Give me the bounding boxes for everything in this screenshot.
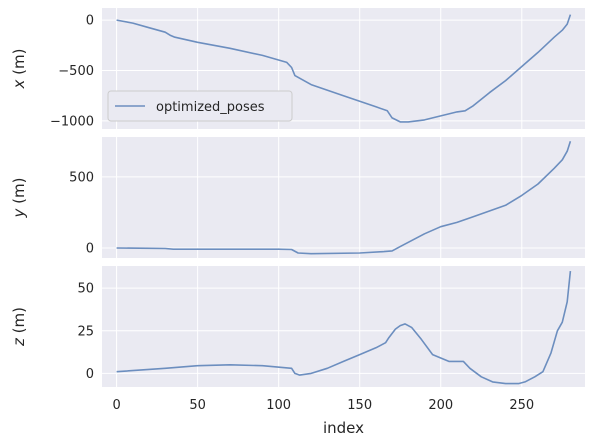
x-axis-label: index bbox=[323, 419, 364, 437]
y-tick-label: 0 bbox=[86, 242, 94, 257]
y-tick-label: 50 bbox=[77, 282, 94, 297]
series-line-y bbox=[116, 141, 572, 255]
x-tick-label: 250 bbox=[509, 398, 534, 413]
subplot-x: 0 −500 −1000 x (m) optimized_poses bbox=[10, 8, 585, 129]
y-axis-label: y (m) bbox=[10, 178, 28, 219]
x-tick-label: 200 bbox=[428, 398, 453, 413]
y-axis-label: z (m) bbox=[10, 307, 28, 347]
series-line-z bbox=[116, 271, 572, 385]
subplot-y: 0 500 y (m) bbox=[10, 137, 585, 258]
y-tick-label: 0 bbox=[86, 367, 94, 382]
y-axis-label: x (m) bbox=[10, 49, 28, 90]
y-tick-label: 25 bbox=[77, 324, 94, 339]
x-tick-label: 0 bbox=[112, 398, 120, 413]
plot-area bbox=[102, 266, 585, 387]
y-tick-label: −1000 bbox=[50, 114, 94, 129]
subplot-z: 0 25 50 z (m) 0 50 100 150 200 250 index bbox=[10, 266, 585, 437]
legend-label: optimized_poses bbox=[156, 100, 265, 115]
legend-frame bbox=[107, 90, 293, 122]
y-tick-label: 500 bbox=[69, 170, 94, 185]
legend: optimized_poses bbox=[107, 90, 293, 122]
x-tick-label: 50 bbox=[189, 398, 206, 413]
x-tick-label: 100 bbox=[266, 398, 291, 413]
y-tick-label: 0 bbox=[86, 14, 94, 29]
series-line-x bbox=[116, 14, 572, 123]
plot-area bbox=[102, 137, 585, 258]
y-tick-label: −500 bbox=[58, 64, 94, 79]
x-tick-label: 150 bbox=[347, 398, 372, 413]
